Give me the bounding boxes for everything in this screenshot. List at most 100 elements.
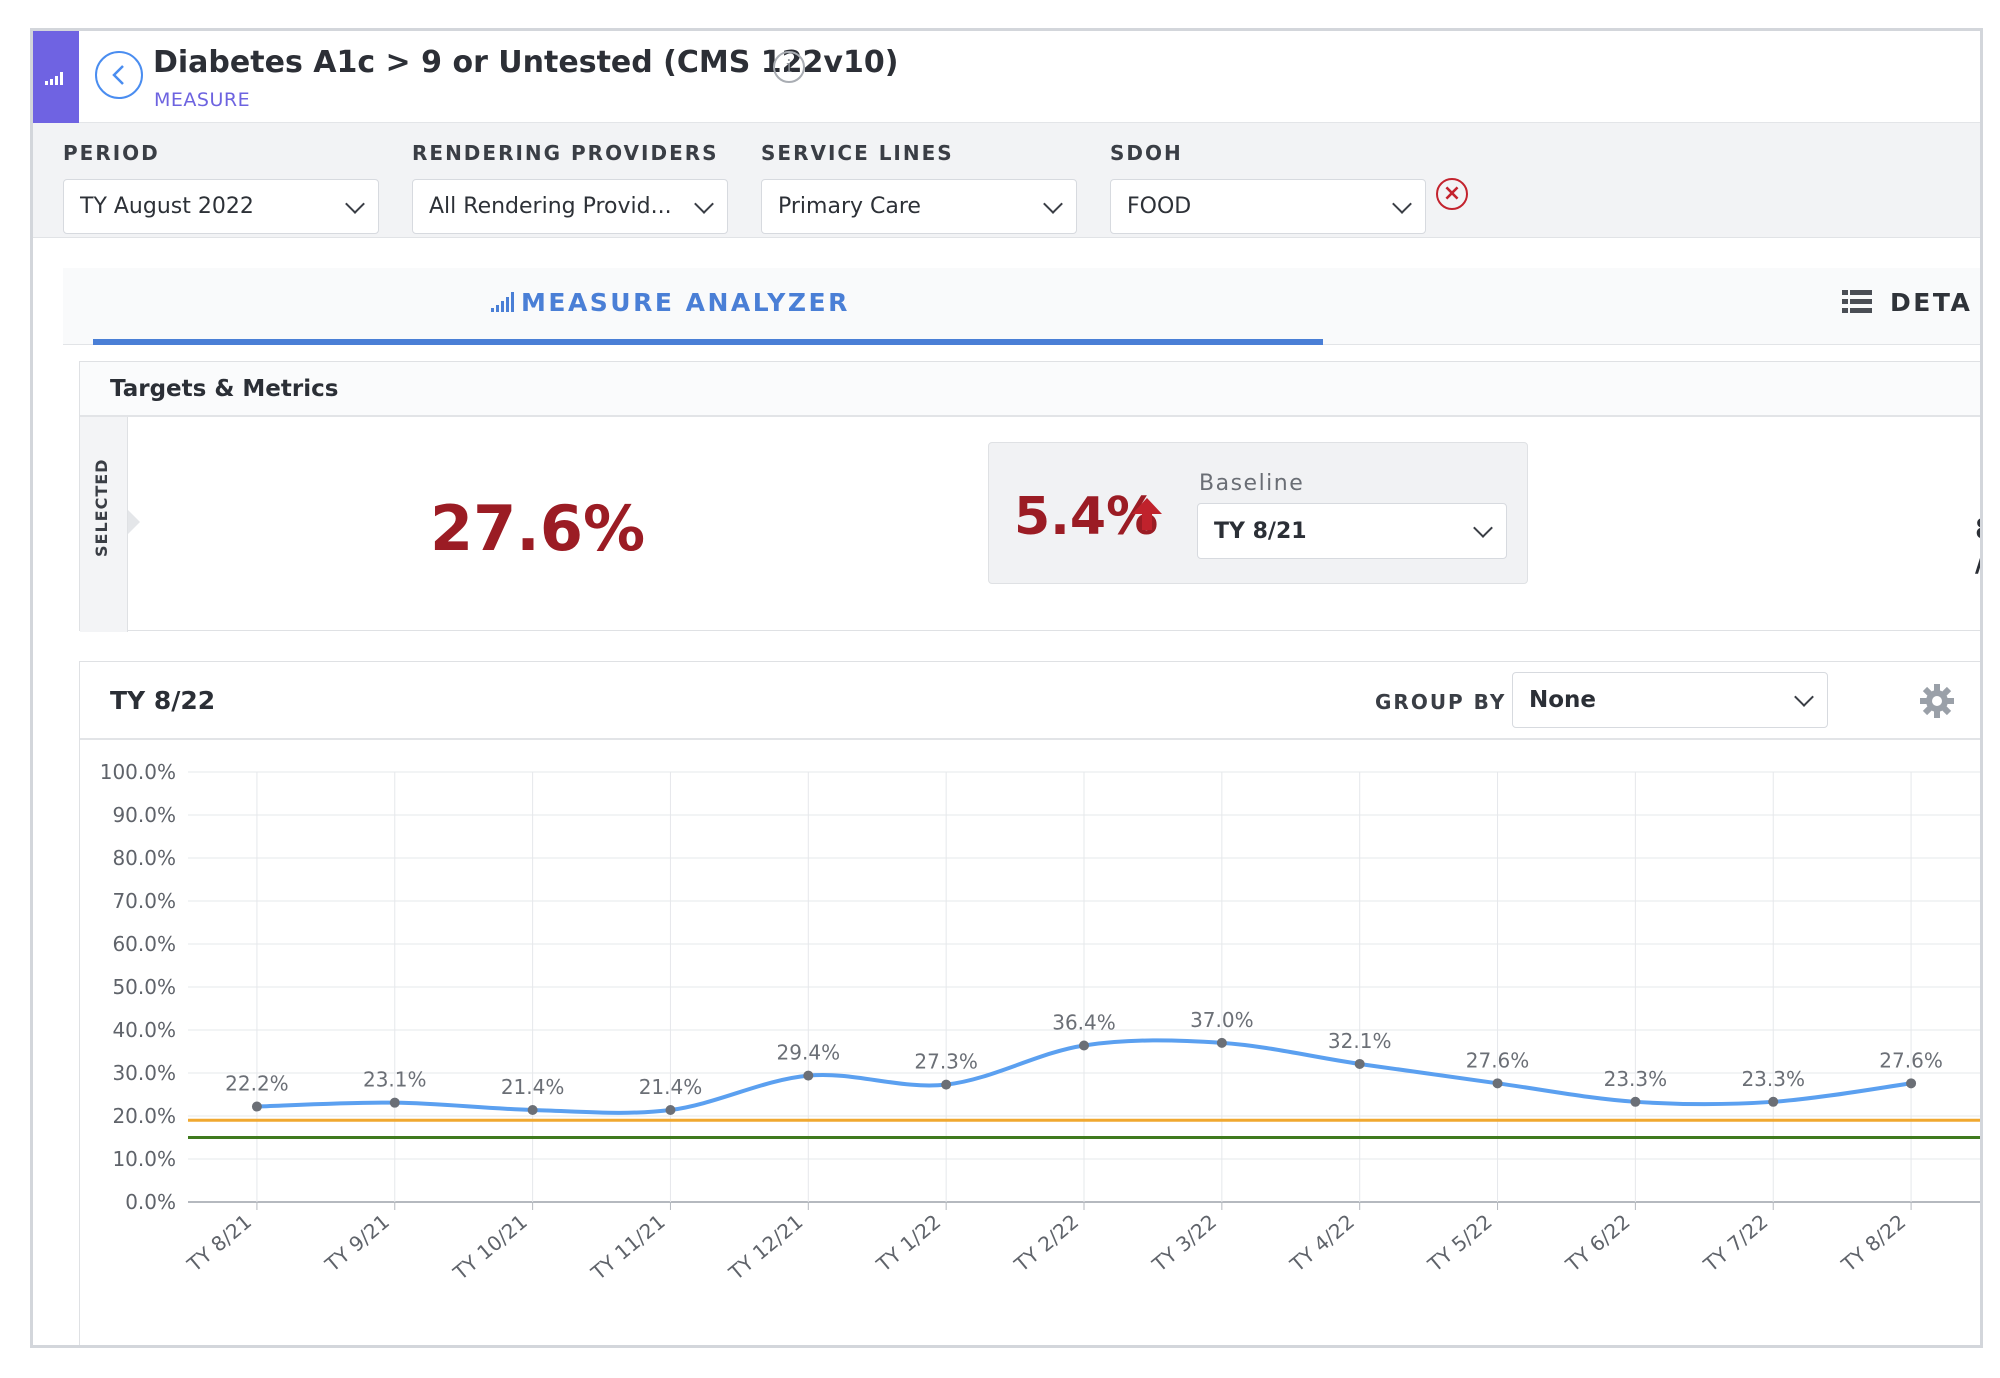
data-point	[665, 1104, 676, 1115]
x-tick-label: TY 9/21	[320, 1209, 394, 1277]
tab-label: DETA	[1890, 288, 1973, 317]
data-label: 27.6%	[1466, 1048, 1530, 1072]
tab-details[interactable]: DETA	[1842, 288, 1973, 317]
trend-chart-panel: TY 8/22 GROUP BY None 0.0% 10.0% 20.0% 30.0…	[79, 661, 1980, 1345]
y-tick-label: 0.0%	[125, 1190, 176, 1214]
data-label: 37.0%	[1190, 1008, 1254, 1032]
data-point	[527, 1104, 538, 1115]
group-by-select[interactable]: None	[1512, 672, 1828, 728]
data-label: 23.1%	[363, 1068, 427, 1092]
select-value: Primary Care	[778, 194, 921, 219]
chevron-down-icon	[1794, 687, 1814, 707]
group-by-label: GROUP BY	[1375, 690, 1507, 714]
select-value: TY 8/21	[1214, 518, 1307, 544]
back-button[interactable]	[95, 51, 143, 99]
rendering-providers-select[interactable]: All Rendering Provid...	[412, 179, 728, 234]
chevron-down-icon	[345, 193, 365, 214]
data-label: 21.4%	[501, 1075, 565, 1099]
baseline-label: Baseline	[1199, 471, 1305, 496]
data-point	[1079, 1040, 1089, 1051]
brand-strip	[33, 31, 79, 123]
chevron-left-icon	[112, 65, 124, 85]
filter-label: SDOH	[1110, 141, 1183, 165]
filter-rendering-providers: RENDERING PROVIDERS All Rendering Provid…	[412, 141, 728, 234]
signal-bars-icon	[491, 292, 514, 312]
data-point	[389, 1097, 400, 1108]
targets-metrics-panel: Targets & Metrics SELECTED 27.6% 5.4% Ba…	[79, 361, 1980, 632]
y-tick-label: 10.0%	[112, 1147, 176, 1171]
select-value: TY August 2022	[80, 194, 254, 219]
data-point	[1354, 1058, 1365, 1069]
list-icon	[1842, 290, 1872, 313]
signal-bars-icon	[45, 72, 63, 85]
x-tick-label: TY 8/22	[1836, 1209, 1910, 1277]
service-lines-select[interactable]: Primary Care	[761, 179, 1077, 234]
x-tick-label: TY 1/22	[871, 1209, 945, 1277]
page-subtitle: MEASURE	[154, 89, 251, 111]
chart-title: TY 8/22	[110, 686, 216, 715]
y-tick-label: 40.0%	[112, 1018, 176, 1042]
y-tick-label: 20.0%	[112, 1104, 176, 1128]
data-point	[1216, 1037, 1227, 1048]
targets-heading: Targets & Metrics	[80, 362, 1980, 417]
chevron-down-icon	[1473, 518, 1493, 538]
y-tick-label: 90.0%	[112, 803, 176, 827]
tab-measure-analyzer[interactable]: MEASURE ANALYZER	[93, 268, 1323, 345]
filter-label: SERVICE LINES	[761, 141, 954, 165]
clear-filter-icon[interactable]: ×	[1436, 178, 1468, 210]
data-label: 27.6%	[1879, 1048, 1943, 1072]
arrow-up-icon	[1132, 498, 1162, 530]
selected-tab[interactable]: SELECTED	[80, 417, 128, 632]
x-tick-label: TY 8/21	[182, 1209, 256, 1277]
y-tick-label: 60.0%	[112, 932, 176, 956]
x-tick-label: TY 10/21	[448, 1209, 532, 1285]
line-chart: 0.0% 10.0% 20.0% 30.0% 40.0% 50.0% 60.0% 70.0% 8…	[100, 760, 1980, 1285]
select-value: FOOD	[1127, 194, 1192, 219]
app-window: Diabetes A1c > 9 or Untested (CMS 122v10…	[30, 28, 1983, 1348]
data-point	[251, 1101, 262, 1112]
info-icon[interactable]: i	[773, 51, 805, 83]
data-point	[1906, 1078, 1917, 1089]
data-label: 36.4%	[1052, 1010, 1116, 1034]
change-value: 5.4%	[1014, 487, 1159, 547]
chart-header: TY 8/22 GROUP BY None	[80, 662, 1980, 740]
page-header: Diabetes A1c > 9 or Untested (CMS 122v10…	[33, 31, 1980, 123]
data-label: 29.4%	[777, 1041, 841, 1065]
chevron-down-icon	[694, 193, 714, 214]
x-tick-label: TY 5/22	[1423, 1209, 1497, 1277]
x-tick-label: TY 3/22	[1147, 1209, 1221, 1277]
x-tick-label: TY 12/21	[724, 1209, 808, 1285]
selected-label: SELECTED	[92, 458, 111, 557]
y-tick-label: 50.0%	[112, 975, 176, 999]
data-label: 21.4%	[639, 1075, 703, 1099]
tab-bar: MEASURE ANALYZER DETA	[63, 268, 1980, 345]
data-label: 23.3%	[1604, 1067, 1668, 1091]
filter-sdoh: SDOH FOOD	[1110, 141, 1426, 234]
chevron-down-icon	[1392, 193, 1412, 214]
chevron-down-icon	[1043, 193, 1063, 214]
data-point	[1768, 1096, 1779, 1107]
period-select[interactable]: TY August 2022	[63, 179, 379, 234]
baseline-change-card: 5.4% Baseline TY 8/21	[988, 442, 1528, 584]
x-tick-label: TY 6/22	[1560, 1209, 1634, 1277]
y-tick-label: 100.0%	[100, 760, 176, 784]
data-point	[1492, 1078, 1503, 1089]
measure-value: 27.6%	[430, 492, 646, 565]
data-label: 22.2%	[225, 1072, 289, 1096]
sdoh-select[interactable]: FOOD	[1110, 179, 1426, 234]
data-point	[803, 1070, 814, 1081]
data-label: 23.3%	[1741, 1067, 1805, 1091]
y-tick-label: 70.0%	[112, 889, 176, 913]
x-tick-label: TY 11/21	[586, 1209, 670, 1285]
selected-pointer	[128, 510, 140, 534]
gear-icon[interactable]	[1920, 684, 1954, 718]
filter-label: RENDERING PROVIDERS	[412, 141, 719, 165]
x-tick-label: TY 4/22	[1285, 1209, 1359, 1277]
y-tick-label: 30.0%	[112, 1061, 176, 1085]
x-tick-label: TY 2/22	[1009, 1209, 1083, 1277]
tab-label: MEASURE ANALYZER	[521, 288, 850, 317]
filter-label: PERIOD	[63, 141, 160, 165]
select-value: All Rendering Provid...	[429, 194, 672, 219]
target-metric-value: 8 /	[1975, 512, 1980, 578]
baseline-select[interactable]: TY 8/21	[1197, 503, 1507, 559]
